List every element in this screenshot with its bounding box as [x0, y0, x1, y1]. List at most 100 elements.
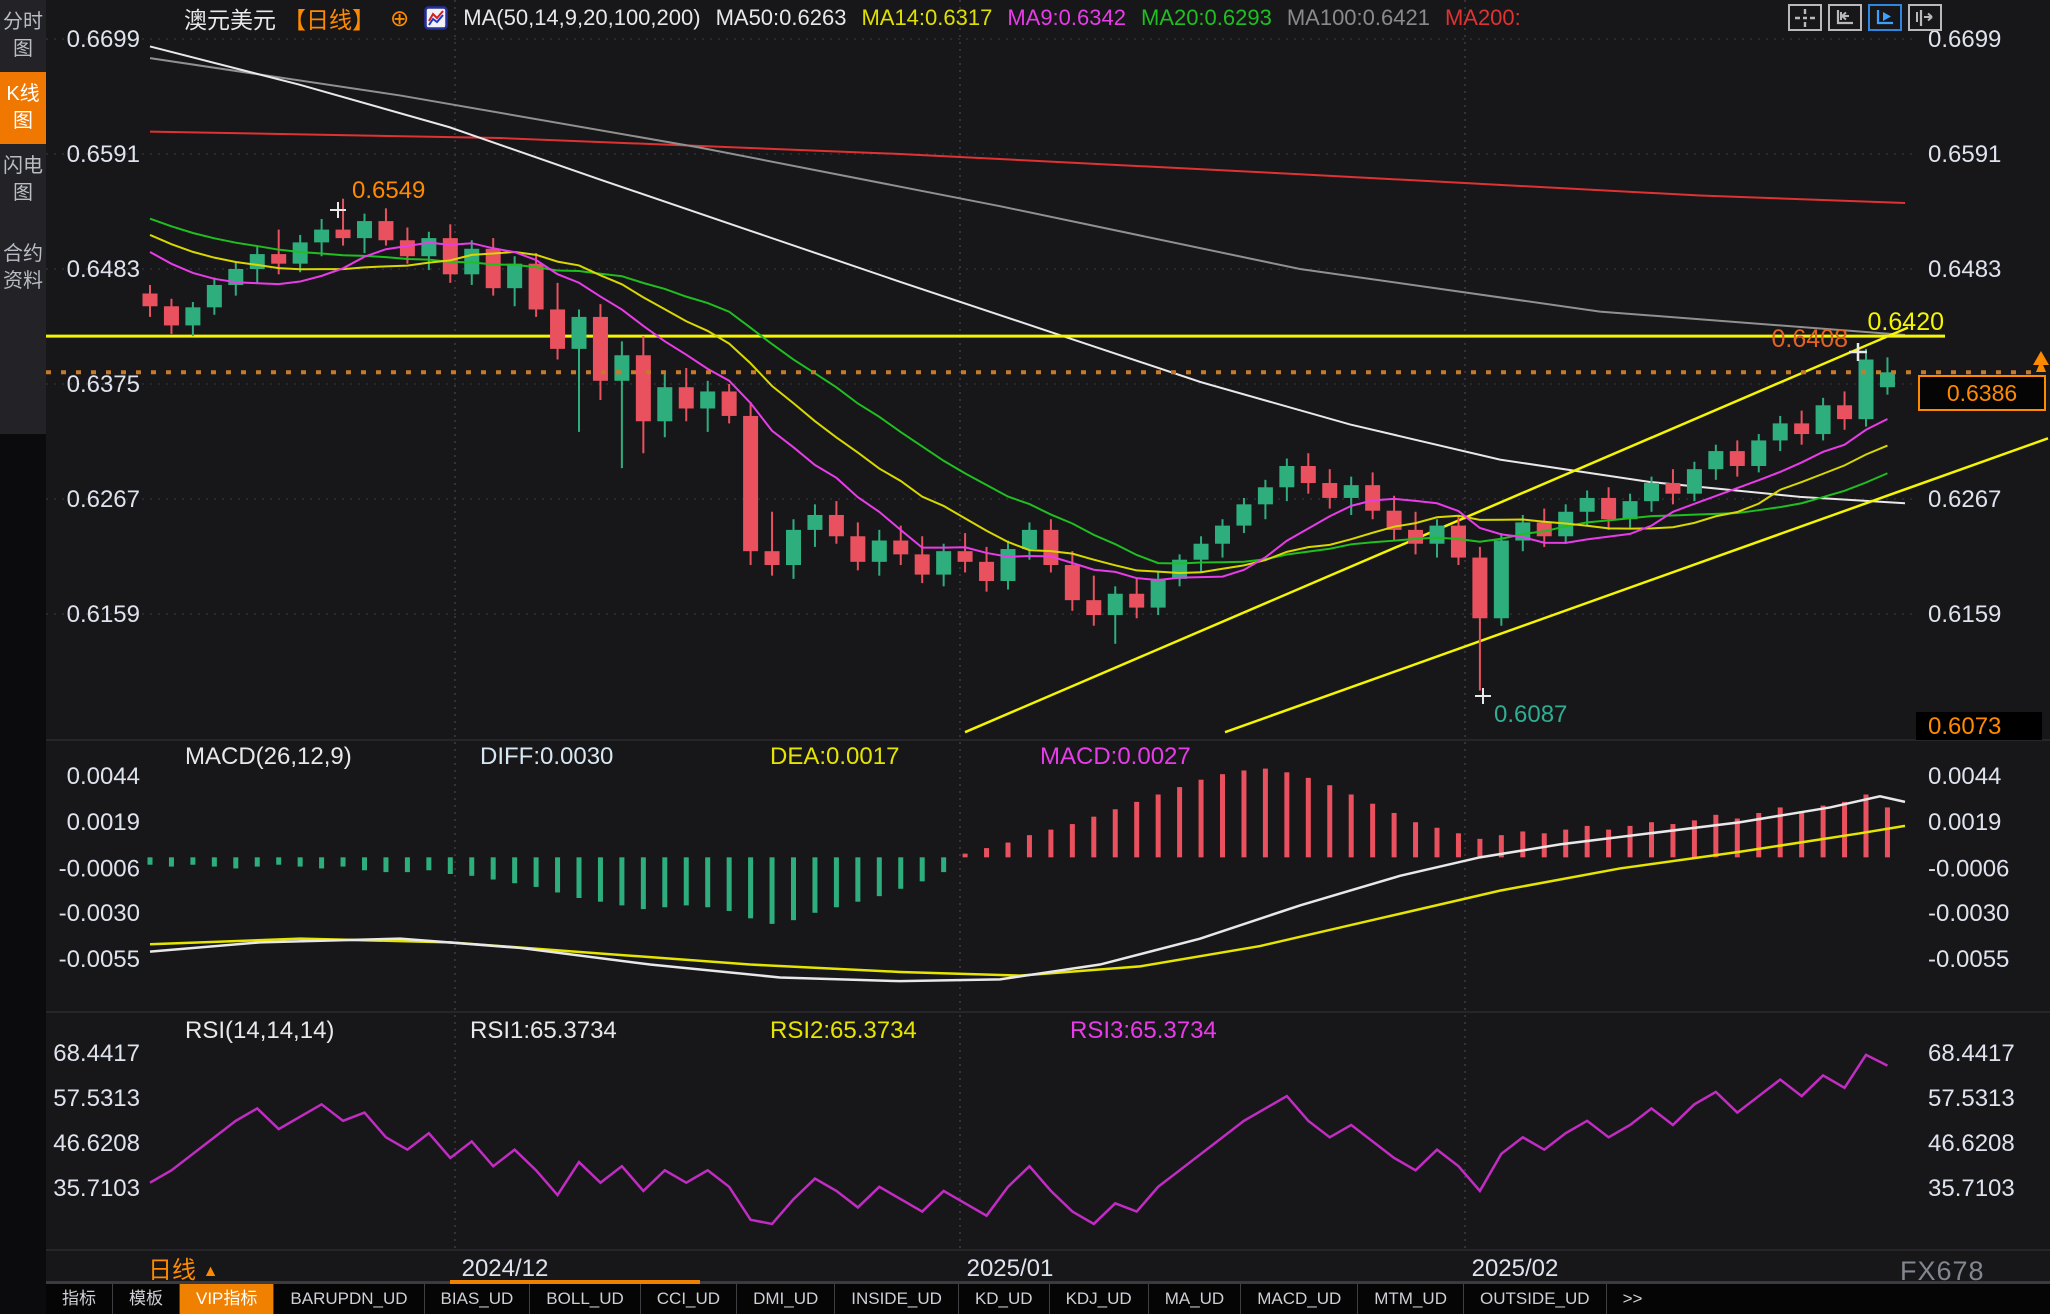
tab-kdj-ud[interactable]: KDJ_UD [1048, 1284, 1148, 1314]
candle-body [1236, 504, 1252, 526]
period-selector[interactable]: 日线 ▲ [148, 1250, 219, 1285]
price-label-left: 0.6483 [67, 256, 140, 283]
macd-bar [1391, 812, 1397, 858]
tab-dmi-ud[interactable]: DMI_UD [736, 1284, 834, 1314]
candle-body [1021, 529, 1037, 550]
pane-low-value: 0.6073 [1928, 713, 2001, 740]
candle-body [1107, 593, 1123, 616]
candle-body [1279, 465, 1295, 488]
price-label-left: 0.6699 [67, 26, 140, 53]
macd-bar [1713, 814, 1719, 858]
date-label: 2024/12 [462, 1255, 549, 1282]
macd-bar [1455, 833, 1461, 858]
macd-bar [383, 857, 389, 873]
macd-bar [190, 857, 196, 865]
macd-bar [168, 857, 174, 867]
sidebar-item-candle-chart[interactable]: K线图 [0, 72, 46, 144]
candle-body [378, 221, 394, 241]
price-label-right: 0.6591 [1928, 141, 2001, 168]
candle-body [1493, 540, 1509, 619]
candle-body [1772, 423, 1788, 441]
candle-body [1858, 359, 1874, 420]
macd-params-label: MACD(26,12,9) [185, 743, 352, 770]
candle-body [957, 551, 973, 562]
tab-bias-ud[interactable]: BIAS_UD [423, 1284, 530, 1314]
macd-bar [769, 857, 775, 924]
macd-label-right: -0.0030 [1928, 900, 2009, 927]
axis-play-icon[interactable] [1868, 4, 1902, 31]
trendline-2[interactable] [1224, 437, 2049, 734]
macd-bar [1348, 794, 1354, 858]
macd-bar [855, 857, 861, 902]
macd-bar [898, 857, 904, 889]
chart-type-icon[interactable] [424, 6, 449, 30]
candle-body [1193, 543, 1209, 560]
ma50-value: MA50:0.6263 [715, 5, 847, 30]
macd-bar [276, 857, 282, 865]
candle-body [1429, 525, 1445, 544]
sidebar-item-contract-info[interactable]: 合约资料 [3, 243, 43, 292]
candle-body [1815, 405, 1831, 435]
macd-bar [941, 857, 947, 873]
macd-bar [1520, 831, 1526, 858]
macd-bar [619, 857, 625, 906]
sidebar-item-flash-chart[interactable]: 闪电图 [3, 155, 43, 204]
sidebar: 分时图 K线图 闪电图 合约资料 [0, 0, 46, 1314]
tab-barupdn-ud[interactable]: BARUPDN_UD [273, 1284, 423, 1314]
candle-body [893, 540, 909, 555]
axis-right-icon[interactable] [1908, 4, 1942, 31]
tab-kd-ud[interactable]: KD_UD [957, 1284, 1049, 1314]
macd-bar [1048, 829, 1054, 858]
hscrollbar-thumb[interactable] [450, 1280, 700, 1285]
tab-ma-ud[interactable]: MA_UD [1147, 1284, 1241, 1314]
macd-bar [876, 857, 882, 897]
candle-body [1365, 485, 1381, 511]
tab-boll-ud[interactable]: BOLL_UD [529, 1284, 639, 1314]
candle-body [1751, 440, 1767, 466]
macd-label-left: -0.0055 [59, 946, 140, 973]
add-indicator-icon[interactable]: ⊕ [390, 5, 410, 31]
period-selector-label: 日线 [148, 1257, 196, 1284]
symbol-name: 澳元美元 [184, 7, 276, 33]
rsi-label-right: 46.6208 [1928, 1130, 2015, 1157]
tab-outside-ud[interactable]: OUTSIDE_UD [1462, 1284, 1606, 1314]
candle-body [1665, 483, 1681, 494]
sidebar-item-time-chart[interactable]: 分时图 [3, 11, 43, 60]
candle-body [485, 248, 501, 289]
macd-bar [1606, 829, 1612, 858]
candle-body [1879, 372, 1895, 388]
tab-macd-ud[interactable]: MACD_UD [1240, 1284, 1357, 1314]
candle-body [399, 240, 415, 257]
candle-body [592, 316, 608, 381]
macd-bar [1112, 809, 1118, 858]
tab-indicators[interactable]: 指标 [62, 1289, 96, 1308]
candle-body [635, 355, 651, 422]
tab-vip-indicators[interactable]: VIP指标 [179, 1284, 274, 1314]
date-axis: 2024/12 2025/01 2025/02 [462, 1255, 1559, 1282]
tab-more[interactable]: >> [1605, 1284, 1659, 1314]
macd-label-right: 0.0019 [1928, 809, 2001, 836]
tab-inside-ud[interactable]: INSIDE_UD [834, 1284, 958, 1314]
pan-icon[interactable] [1788, 4, 1822, 31]
macd-bar [426, 857, 432, 871]
hscrollbar-track[interactable] [46, 1281, 2050, 1284]
chart-toolbar [1788, 4, 1942, 31]
gridlines [46, 0, 2050, 1251]
macd-bar [919, 857, 925, 882]
tab-cci-ud[interactable]: CCI_UD [639, 1284, 736, 1314]
candle-body [1837, 405, 1853, 420]
macd-bar [1413, 822, 1419, 858]
macd-bar [1670, 824, 1676, 858]
tab-mtm-ud[interactable]: MTM_UD [1357, 1284, 1463, 1314]
candle-body [1257, 487, 1273, 505]
macd-bar [1649, 822, 1654, 858]
candle-body [1794, 423, 1810, 435]
candle-body [936, 551, 952, 575]
tab-templates[interactable]: 模板 [112, 1284, 179, 1314]
macd-bar [1734, 818, 1740, 858]
macd-bar [726, 857, 732, 911]
macd-bar [1198, 779, 1204, 858]
axis-left-icon[interactable] [1828, 4, 1862, 31]
indicator-tabbar: 指标 模板 VIP指标 BARUPDN_UD BIAS_UD BOLL_UD C… [46, 1284, 2050, 1314]
